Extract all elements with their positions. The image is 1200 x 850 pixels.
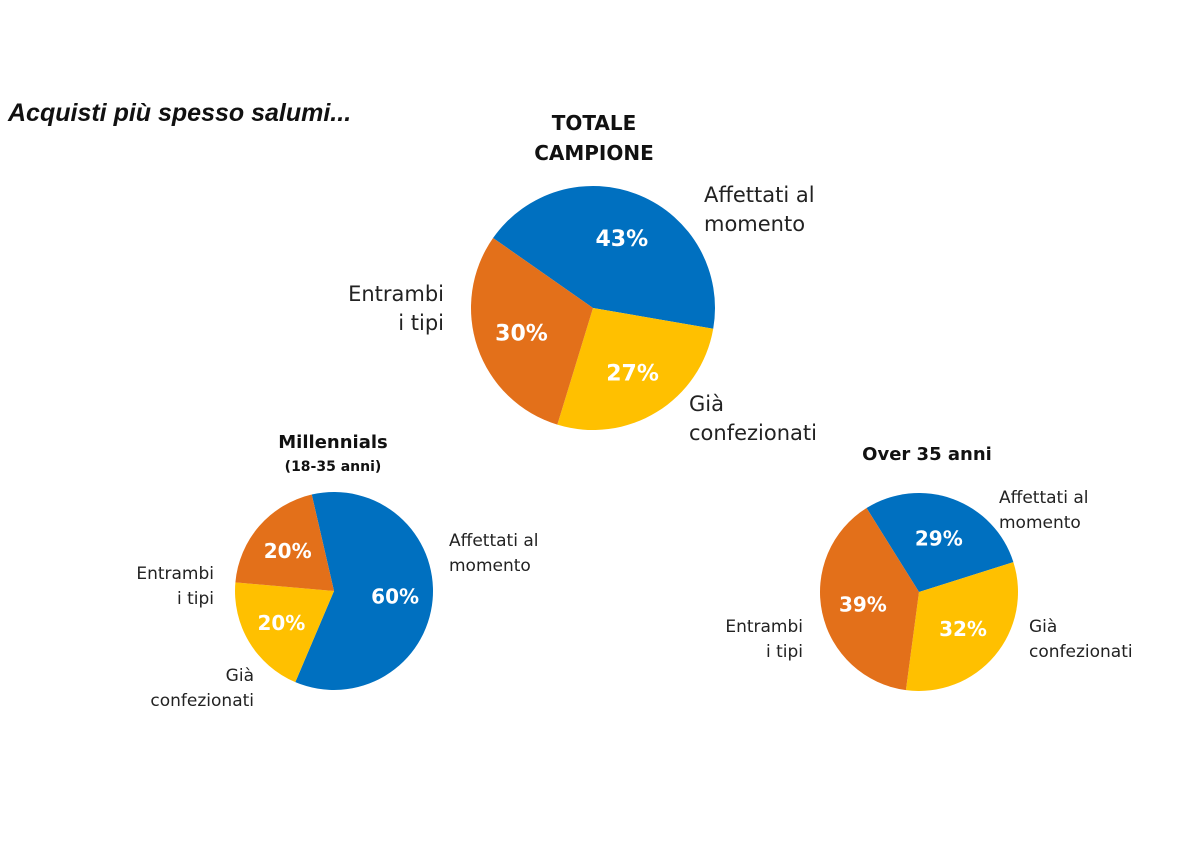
pie-slice-entrambi: [470, 238, 593, 425]
slice-category-label: Affettati al: [999, 488, 1088, 508]
slice-category-label: i tipi: [766, 642, 803, 662]
slice-value-label: 20%: [264, 539, 312, 563]
slice-category-label: momento: [704, 212, 805, 236]
slice-category-label: Già: [226, 666, 254, 686]
slice-value-label: 60%: [371, 585, 419, 609]
slice-value-label: 30%: [495, 322, 548, 347]
pie-chart-3: Over 35 anni 29% Affettati al momento 32% Già…: [725, 444, 1133, 691]
slice-category-label: i tipi: [398, 311, 444, 335]
pie-slice-entrambi: [819, 508, 919, 691]
slice-category-label: confezionati: [689, 421, 817, 445]
pie-slice-gia: [557, 308, 714, 431]
slice-value-label: 43%: [595, 227, 648, 252]
slice-category-label: Già: [689, 392, 724, 416]
slice-category-label: i tipi: [177, 589, 214, 609]
pie-chart-2: Millennials (18-35 anni) 60% Affettati al mo…: [136, 432, 538, 711]
slice-value-label: 32%: [939, 617, 987, 641]
chart-title: Over 35 anni: [862, 444, 992, 465]
slice-value-label: 20%: [257, 611, 305, 635]
chart-heading: Acquisti più spesso salumi...: [8, 99, 352, 127]
slice-category-label: confezionati: [1029, 642, 1133, 662]
pie-slice-affettati: [493, 185, 716, 329]
chart-title: (18-35 anni): [285, 459, 382, 475]
pie-slice-affettati: [295, 492, 434, 691]
slice-value-label: 27%: [606, 361, 659, 386]
slice-category-label: Affettati al: [449, 531, 538, 551]
pie-slice-gia: [235, 582, 334, 683]
chart-title: Millennials: [278, 432, 387, 453]
slice-category-label: Entrambi: [725, 617, 803, 637]
slice-category-label: Affettati al: [704, 183, 815, 207]
slice-category-label: momento: [449, 556, 531, 576]
slice-category-label: confezionati: [150, 691, 254, 711]
slice-category-label: momento: [999, 513, 1081, 533]
pie-slice-gia: [905, 562, 1019, 691]
pie-chart-1: TOTALE CAMPIONE 43% Affettati al momento 27% G…: [348, 111, 817, 445]
slice-value-label: 29%: [915, 526, 963, 550]
slice-category-label: Entrambi: [348, 282, 444, 306]
slice-value-label: 39%: [839, 592, 887, 616]
chart-title: CAMPIONE: [534, 141, 654, 165]
pie-slice-affettati: [866, 492, 1014, 592]
slice-category-label: Già: [1029, 617, 1057, 637]
pie-slice-entrambi: [235, 494, 334, 591]
slice-category-label: Entrambi: [136, 564, 214, 584]
chart-title: TOTALE: [552, 111, 637, 135]
